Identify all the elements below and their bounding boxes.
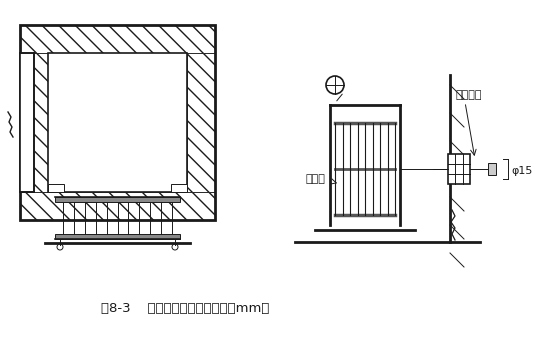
Bar [20, 25, 215, 53]
Text: 图8-3    电梯井口防护门（单位：mm）: 图8-3 电梯井口防护门（单位：mm） [101, 301, 269, 315]
Bar [55, 234, 180, 239]
Bar [20, 53, 48, 192]
Bar [187, 53, 215, 192]
Bar [171, 184, 187, 192]
Text: 铁栅门: 铁栅门 [305, 174, 325, 184]
Bar [20, 53, 34, 192]
Bar [20, 25, 215, 220]
Bar [488, 163, 496, 175]
Bar [48, 184, 64, 192]
Bar [20, 192, 215, 220]
Text: φ15: φ15 [511, 166, 532, 176]
Bar [55, 197, 180, 202]
Bar [48, 53, 187, 192]
Text: 膨胀螺栓: 膨胀螺栓 [455, 90, 481, 100]
Bar [448, 154, 470, 184]
